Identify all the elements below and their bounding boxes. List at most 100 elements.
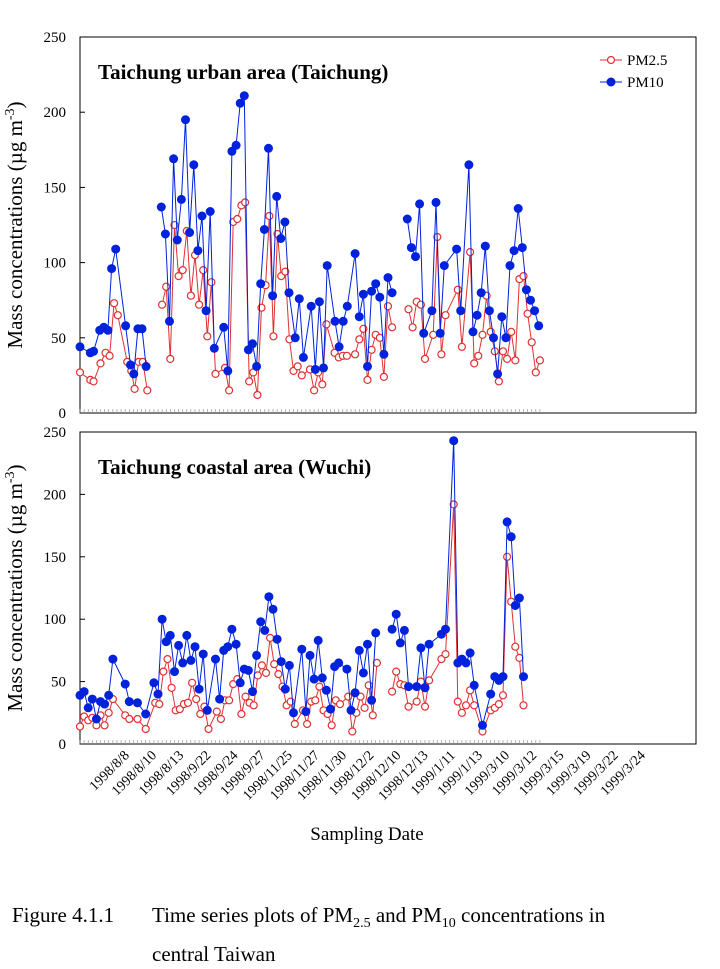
data-point-pm10 [256,617,266,627]
data-point-pm25 [368,711,377,720]
data-point-pm25 [494,377,503,386]
data-point-pm25 [225,696,234,705]
data-point-pm25 [270,659,279,669]
data-point-pm10 [367,286,377,296]
data-point-pm25 [408,323,417,332]
data-point-pm25 [274,669,283,679]
data-point-pm25 [441,649,450,659]
data-point-pm10 [198,649,208,659]
data-point-pm10 [326,704,335,714]
data-point-pm10 [280,217,290,227]
data-point-pm25 [225,386,234,395]
data-point-pm25 [457,342,466,351]
data-point-pm10 [211,654,220,664]
data-point-pm10 [371,628,381,638]
data-point-pm25 [143,386,152,395]
data-point-pm25 [158,300,167,309]
data-point-pm25 [503,354,512,363]
data-point-pm10 [197,211,207,221]
data-point-pm10 [165,316,174,326]
caption-text-b: and PM [370,903,442,927]
y-tick-label: 250 [44,30,67,46]
data-point-pm10 [334,658,344,668]
data-point-pm25 [478,330,487,339]
data-point-pm10 [501,333,511,343]
data-point-pm10 [322,261,332,271]
data-point-pm25 [470,701,479,710]
data-point-pm10 [350,688,360,698]
data-point-pm10 [419,328,429,338]
data-point-pm25 [293,362,302,371]
data-point-pm10 [464,160,474,170]
data-point-pm25 [420,354,430,363]
y-tick-label: 50 [51,331,66,347]
data-point-pm10 [83,703,93,713]
data-point-pm25 [269,332,278,341]
data-point-pm10 [514,593,524,603]
data-point-pm25 [241,198,250,207]
data-point-pm25 [457,708,466,717]
data-point-pm25 [383,302,393,311]
data-point-pm10 [160,229,170,239]
data-point-pm10 [248,687,257,697]
data-point-pm10 [449,436,459,446]
data-point-pm10 [404,682,413,692]
data-point-pm10 [411,252,420,262]
data-point-pm25 [96,359,105,368]
data-point-pm25 [290,719,299,729]
data-point-pm10 [420,683,430,693]
data-point-pm10 [272,191,282,201]
data-point-pm25 [315,682,324,691]
data-point-pm10 [406,243,416,253]
data-point-pm25 [188,678,197,687]
data-point-pm10 [149,678,159,688]
data-point-pm25 [453,697,462,706]
data-point-pm10 [137,324,147,334]
data-point-pm25 [441,311,450,320]
data-point-pm25 [375,333,384,342]
data-point-pm25 [515,653,524,663]
data-point-pm10 [534,321,544,331]
data-point-pm10 [209,343,219,353]
y-tick-label: 50 [51,675,66,691]
data-point-pm25 [297,371,306,380]
data-point-pm10 [461,658,471,668]
data-point-pm10 [350,249,360,259]
data-point-pm10 [517,243,527,253]
data-point-pm10 [297,644,307,654]
data-point-pm25 [166,354,175,363]
data-point-pm25 [367,345,376,354]
data-point-pm25 [159,667,168,676]
data-point-pm10 [383,273,393,283]
data-point-pm10 [223,366,233,376]
data-point-pm10 [141,361,151,371]
caption-line-1: Figure 4.1.1 Time series plots of PM2.5 a… [12,900,605,939]
caption-sub-a: 2.5 [353,916,371,932]
y-tick-labels-coastal: 0 50 100 150 200 250 [44,425,67,753]
data-point-pm10 [505,261,515,271]
data-point-pm25 [453,285,462,294]
data-point-pm10 [486,689,496,699]
data-point-pm25 [531,368,540,377]
data-point-pm10 [484,306,494,316]
data-point-pm10 [181,115,190,125]
data-point-pm10 [231,140,241,150]
data-point-pm10 [75,342,85,352]
legend-pm25-label: PM2.5 [627,53,667,69]
data-point-pm25 [412,697,421,706]
x-ticks-urban [79,409,541,413]
data-point-pm10 [79,687,89,697]
data-point-pm10 [126,360,135,370]
data-point-pm25 [261,668,271,678]
data-point-pm10 [205,207,215,216]
data-point-pm10 [268,604,278,614]
data-point-pm10 [201,306,211,316]
data-point-pm10 [468,327,478,337]
data-point-pm25 [245,377,254,386]
data-point-pm25 [167,683,176,692]
y-tick-label: 0 [59,406,67,422]
data-point-pm10 [480,241,490,251]
data-point-pm25 [527,338,536,347]
caption-text-c: concentrations in [455,903,606,927]
caption-text-a: Time series plots of PM [152,903,354,927]
